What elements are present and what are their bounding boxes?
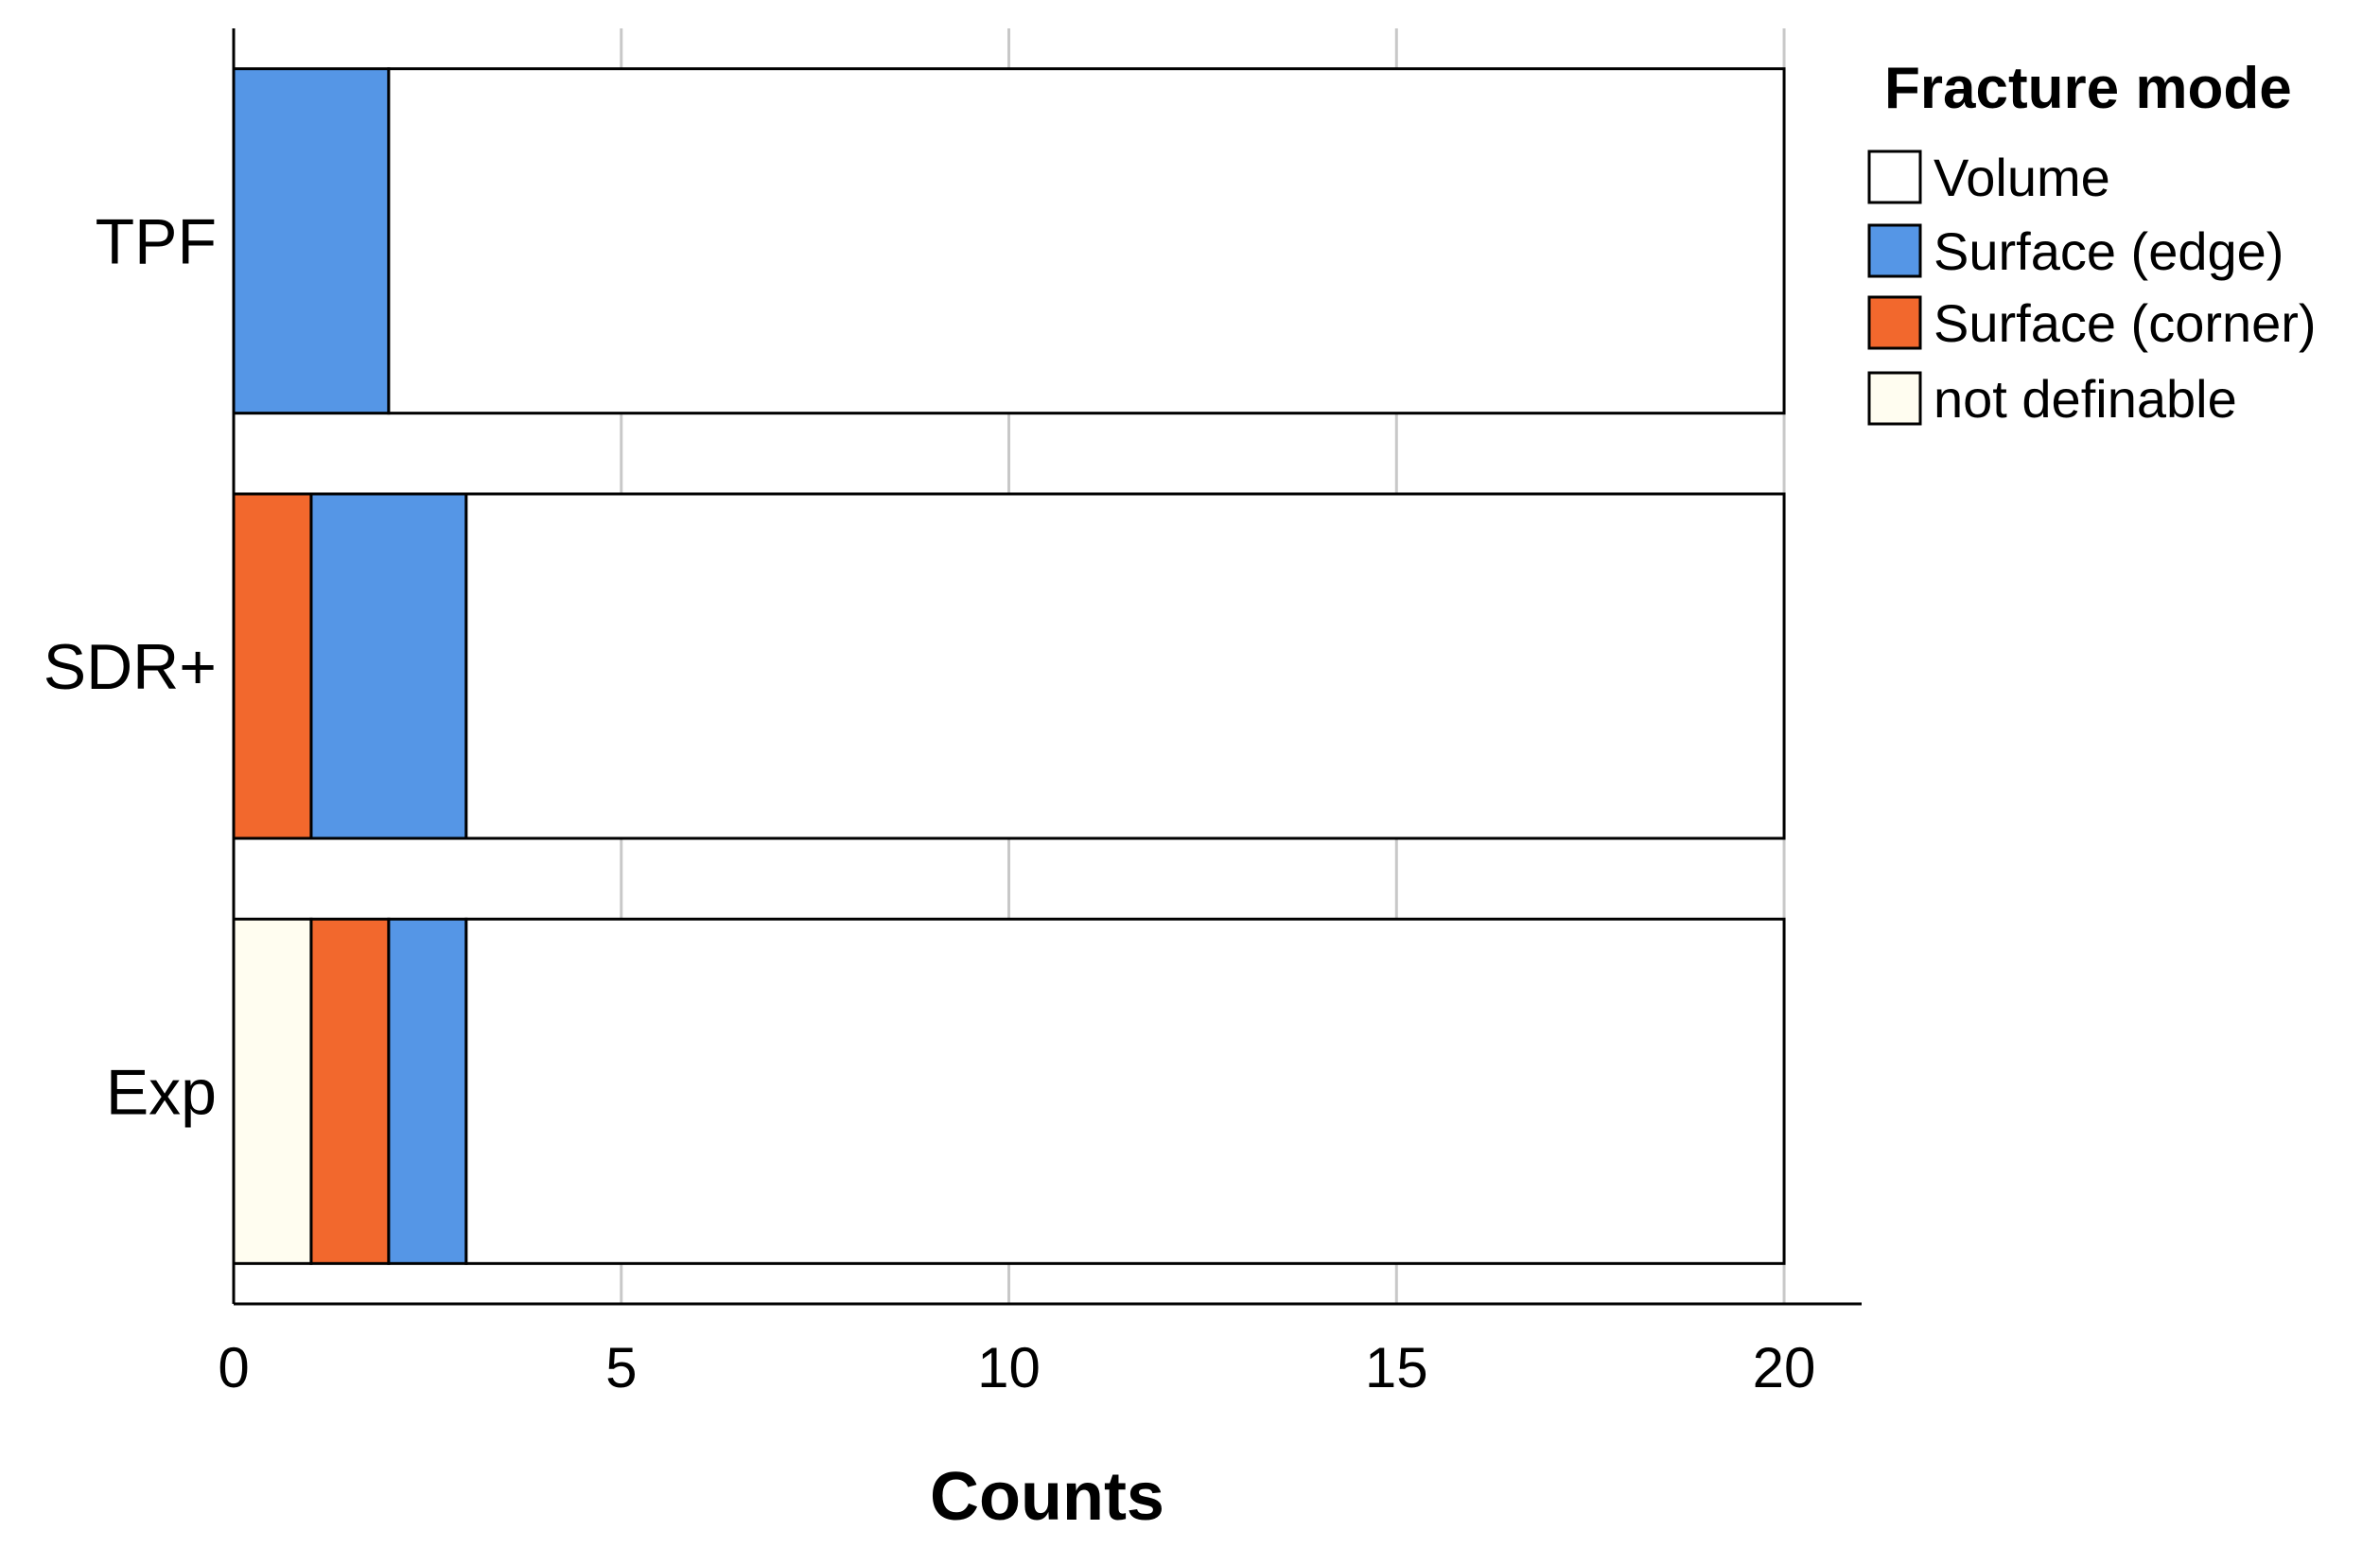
bar-tpf-surface-edge [232,67,391,415]
legend-title: Fracture mode [1884,56,2292,121]
bar-tpf-volume [387,67,1786,415]
legend-item-volume: Volume [1867,148,2110,207]
legend-item-not-definable: not definable [1867,369,2237,429]
legend-item-surface-edge: Surface (edge) [1867,221,2284,281]
bar-exp-surface-corner [309,917,391,1265]
legend-item-surface-corner: Surface (corner) [1867,293,2317,353]
legend-label-surface-edge: Surface (edge) [1934,221,2284,281]
category-label-tpf: TPF [96,206,217,278]
bar-sdr-surface-corner [232,492,313,840]
bar-group-tpf [232,67,1786,415]
bar-sdr-surface-edge [309,492,468,840]
bar-group-sdr [232,492,1786,840]
bar-sdr-volume [464,492,1786,840]
category-label-sdr: SDR+ [44,631,217,703]
x-tick-label-15: 15 [1365,1336,1428,1399]
legend: Fracture mode Volume Surface (edge) Surfac… [1867,56,2317,429]
legend-label-volume: Volume [1934,148,2110,207]
category-labels: TPF SDR+ Exp [44,206,217,1129]
category-label-exp: Exp [106,1056,217,1128]
x-tick-labels: 0 5 10 15 20 [218,1336,1815,1399]
bars [232,67,1786,1265]
bar-exp-surface-edge [387,917,468,1265]
x-axis-title: Counts [930,1459,1164,1535]
legend-items: Volume Surface (edge) Surface (corner) not … [1867,148,2317,429]
legend-label-surface-corner: Surface (corner) [1934,293,2317,353]
x-tick-label-5: 5 [605,1336,637,1399]
bar-exp-volume [464,917,1786,1265]
axes [232,28,1862,1306]
bar-exp-not-definable [232,917,313,1265]
legend-swatch-volume [1867,150,1922,204]
bar-group-exp [232,917,1786,1265]
legend-swatch-not-definable [1867,371,1922,426]
x-tick-label-10: 10 [977,1336,1041,1399]
legend-swatch-surface-edge [1867,223,1922,278]
x-tick-label-20: 20 [1753,1336,1816,1399]
legend-label-not-definable: not definable [1934,369,2237,429]
x-tick-label-0: 0 [218,1336,249,1399]
legend-swatch-surface-corner [1867,295,1922,350]
